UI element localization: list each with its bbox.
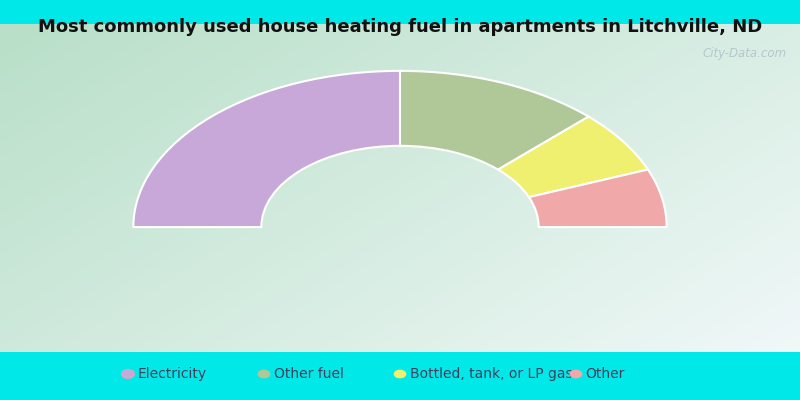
Text: City-Data.com: City-Data.com — [702, 48, 786, 60]
Wedge shape — [134, 71, 400, 227]
Wedge shape — [400, 71, 589, 170]
Text: Most commonly used house heating fuel in apartments in Litchville, ND: Most commonly used house heating fuel in… — [38, 18, 762, 36]
Text: Other: Other — [586, 367, 625, 381]
Text: Bottled, tank, or LP gas: Bottled, tank, or LP gas — [410, 367, 572, 381]
Wedge shape — [498, 117, 648, 197]
Wedge shape — [529, 170, 666, 227]
Text: Other fuel: Other fuel — [274, 367, 343, 381]
Text: Electricity: Electricity — [138, 367, 206, 381]
